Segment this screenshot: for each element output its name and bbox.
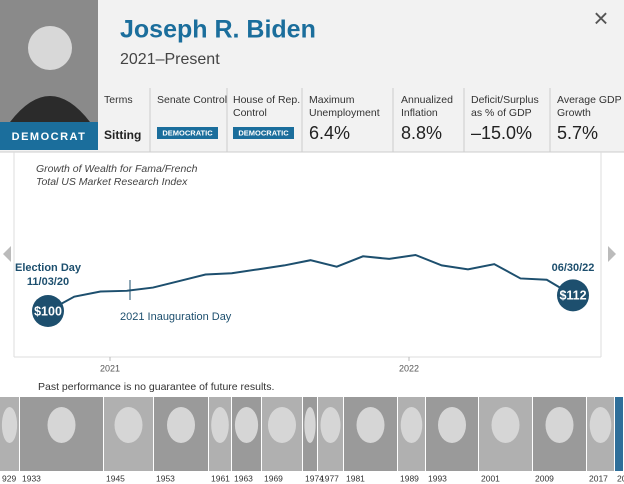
chart-title-box: Growth of Wealth for Fama/French Total U… (36, 163, 198, 188)
value-label: $100 (34, 304, 62, 318)
photo-face (47, 407, 76, 443)
stat-label: Deficit/Surplus as % of GDP (471, 94, 539, 119)
photo-face (545, 407, 574, 443)
stat-value: DEMOCRATIC (162, 128, 213, 137)
photo-face (114, 407, 143, 443)
header-bg (0, 0, 624, 152)
stat-label: Terms (104, 94, 133, 106)
end-marker (557, 279, 589, 312)
years: 2021–Present (120, 51, 220, 68)
year-label: 1961 (211, 473, 230, 483)
photo-face (400, 407, 423, 443)
year-label: 1963 (234, 473, 253, 483)
year-label: 1993 (428, 473, 447, 483)
portrait-suit (10, 96, 90, 122)
photo-face (438, 407, 466, 443)
next-arrow[interactable] (608, 246, 616, 262)
year-label: 1945 (106, 473, 125, 483)
party: DEMOCRAT (12, 131, 87, 143)
chart-title: Growth of Wealth for Fama/French Total U… (36, 163, 198, 188)
stat-badge (157, 127, 218, 139)
photo-face (320, 407, 341, 443)
stat-label: Maximum Unemployment (309, 94, 380, 119)
disclaimer: Past performance is no guarantee of futu… (38, 381, 274, 393)
plot: 2021 Inauguration Day Election Day 11/03/2… (15, 253, 595, 373)
stat-badge (233, 127, 294, 139)
year-label: 1989 (400, 473, 419, 483)
annotation: Election Day (15, 262, 82, 274)
stat-value: 6.4% (309, 123, 350, 143)
year-label: 2017 (589, 473, 608, 483)
x-axis-label: 2021 (100, 363, 120, 373)
year-label: 1974 (305, 473, 324, 483)
photo-face (1, 407, 18, 443)
stat-value: DEMOCRATIC (238, 128, 289, 137)
stat-value: –15.0% (471, 123, 532, 143)
photo-face (167, 407, 195, 443)
x-label: 11/03/20 (27, 276, 69, 288)
year-label: 1933 (22, 473, 41, 483)
stat-label: Senate Control (157, 94, 227, 106)
photo-face (304, 407, 316, 443)
year-label: 1969 (264, 473, 283, 483)
year-label: 1981 (346, 473, 365, 483)
stat-value: 5.7% (557, 123, 598, 143)
party-badge (0, 122, 98, 150)
x-axis-label: 2022 (399, 363, 419, 373)
portrait-face (28, 26, 72, 70)
year-label: 1953 (156, 473, 175, 483)
close-button[interactable]: × (593, 3, 608, 33)
year-label: 2021 (617, 473, 624, 483)
x-label: 06/30/22 (552, 262, 595, 274)
stat-label: House of Rep. Control (233, 94, 300, 119)
stat-label: Annualized Inflation (401, 94, 453, 119)
year-label: 1977 (320, 473, 339, 483)
stat-value: Sitting (104, 128, 141, 142)
line (47, 253, 574, 312)
value-label: $112 (559, 289, 586, 303)
president-photo[interactable] (615, 397, 623, 471)
year-label: 2009 (535, 473, 554, 483)
end-marker (32, 295, 64, 327)
year-label: 2001 (481, 473, 500, 483)
stats-row: Terms Sitting Senate Control DEMOCRATIC Hous… (104, 88, 622, 152)
photo-face (234, 407, 259, 443)
year-label: 929 (2, 473, 16, 483)
stat-label: Average GDP Growth (557, 94, 622, 119)
photo-face (268, 407, 296, 443)
photo-face (211, 407, 229, 443)
photo-face (491, 407, 520, 443)
stat-value: 8.8% (401, 123, 442, 143)
annotation: 2021 Inauguration Day (120, 311, 232, 323)
photo-face (589, 407, 612, 443)
prev-arrow[interactable] (3, 246, 11, 262)
name: Joseph R. Biden (120, 16, 316, 44)
photo-face (356, 407, 385, 443)
